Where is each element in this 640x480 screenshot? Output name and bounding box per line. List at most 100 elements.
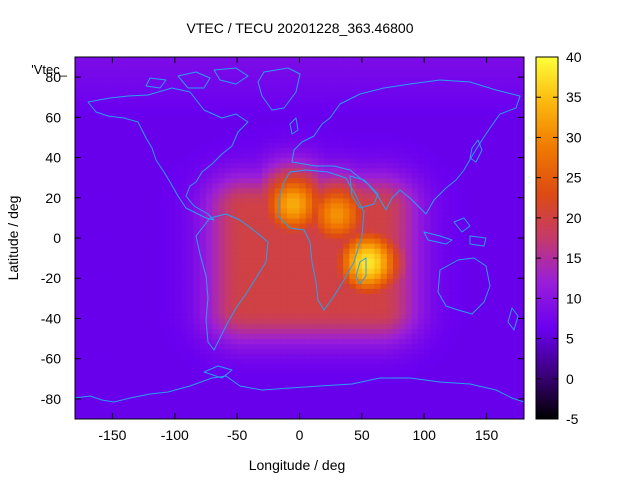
- heatmap-cell: [181, 92, 188, 98]
- heatmap-cell: [355, 268, 363, 274]
- heatmap-cell: [131, 373, 138, 380]
- heatmap-cell: [474, 212, 481, 219]
- heatmap-cell: [205, 393, 213, 400]
- heatmap-cell: [455, 293, 463, 299]
- heatmap-cell: [249, 217, 257, 224]
- heatmap-cell: [467, 308, 475, 315]
- heatmap-cell: [274, 217, 282, 224]
- heatmap-cell: [249, 147, 257, 154]
- heatmap-cell: [361, 363, 369, 370]
- heatmap-cell: [505, 338, 513, 345]
- heatmap-cell: [361, 62, 369, 68]
- heatmap-cell: [280, 92, 288, 98]
- heatmap-cell: [311, 343, 319, 350]
- heatmap-cell: [318, 187, 326, 194]
- heatmap-cell: [274, 248, 282, 254]
- heatmap-cell: [330, 57, 338, 63]
- heatmap-cell: [386, 72, 394, 78]
- heatmap-cell: [355, 77, 363, 83]
- heatmap-cell: [449, 333, 457, 340]
- heatmap-cell: [156, 157, 163, 164]
- heatmap-cell: [336, 398, 344, 405]
- heatmap-cell: [430, 243, 438, 249]
- heatmap-cell: [330, 243, 338, 249]
- heatmap-cell: [162, 162, 170, 169]
- heatmap-cell: [492, 378, 500, 385]
- heatmap-cell: [393, 137, 400, 144]
- heatmap-cell: [287, 132, 294, 139]
- heatmap-cell: [461, 207, 469, 214]
- heatmap-cell: [411, 308, 419, 315]
- heatmap-cell: [262, 288, 269, 294]
- heatmap-cell: [474, 152, 481, 159]
- heatmap-cell: [467, 238, 475, 244]
- heatmap-cell: [374, 328, 382, 335]
- heatmap-cell: [149, 238, 157, 244]
- heatmap-cell: [93, 137, 101, 144]
- heatmap-cell: [287, 92, 294, 98]
- heatmap-cell: [318, 82, 326, 88]
- heatmap-cell: [280, 368, 288, 375]
- heatmap-cell: [230, 192, 238, 199]
- heatmap-cell: [262, 212, 269, 219]
- heatmap-cell: [174, 363, 182, 370]
- heatmap-cell: [156, 333, 163, 340]
- heatmap-cell: [224, 328, 232, 335]
- heatmap-cell: [293, 147, 301, 154]
- heatmap-cell: [461, 383, 469, 390]
- heatmap-cell: [187, 162, 195, 169]
- heatmap-cell: [311, 107, 319, 113]
- heatmap-cell: [187, 398, 195, 405]
- heatmap-cell: [430, 388, 438, 395]
- heatmap-cell: [293, 268, 301, 274]
- heatmap-cell: [374, 102, 382, 108]
- heatmap-cell: [374, 152, 382, 159]
- heatmap-cell: [143, 97, 151, 103]
- heatmap-cell: [405, 278, 413, 284]
- heatmap-cell: [424, 227, 432, 234]
- heatmap-cell: [230, 333, 238, 340]
- heatmap-cell: [499, 273, 506, 279]
- heatmap-cell: [181, 408, 188, 415]
- heatmap-cell: [311, 298, 319, 304]
- heatmap-cell: [149, 258, 157, 264]
- heatmap-cell: [199, 253, 207, 259]
- heatmap-cell: [499, 283, 506, 289]
- heatmap-cell: [374, 92, 382, 98]
- heatmap-cell: [124, 378, 132, 385]
- heatmap-cell: [486, 263, 494, 269]
- heatmap-cell: [449, 318, 457, 325]
- heatmap-cell: [149, 187, 157, 194]
- heatmap-cell: [442, 373, 450, 380]
- heatmap-cell: [137, 328, 145, 335]
- heatmap-cell: [243, 328, 251, 335]
- heatmap-cell: [106, 318, 114, 325]
- heatmap-cell: [311, 202, 319, 209]
- heatmap-cell: [118, 348, 126, 355]
- heatmap-cell: [174, 408, 182, 415]
- heatmap-cell: [81, 323, 89, 330]
- heatmap-cell: [262, 263, 269, 269]
- heatmap-cell: [249, 77, 257, 83]
- heatmap-cell: [168, 217, 176, 224]
- heatmap-cell: [75, 323, 82, 330]
- heatmap-cell: [193, 152, 201, 159]
- heatmap-cell: [268, 238, 276, 244]
- heatmap-cell: [467, 157, 475, 164]
- heatmap-cell: [293, 127, 301, 134]
- heatmap-cell: [474, 127, 481, 134]
- heatmap-cell: [393, 97, 400, 103]
- heatmap-cell: [249, 268, 257, 274]
- heatmap-cell: [106, 92, 114, 98]
- heatmap-cell: [168, 408, 176, 415]
- heatmap-cell: [349, 102, 357, 108]
- heatmap-cell: [230, 212, 238, 219]
- heatmap-cell: [492, 373, 500, 380]
- heatmap-cell: [299, 127, 307, 134]
- heatmap-cell: [287, 217, 294, 224]
- heatmap-cell: [305, 152, 313, 159]
- heatmap-cell: [280, 67, 288, 73]
- heatmap-cell: [243, 268, 251, 274]
- heatmap-cell: [193, 67, 201, 73]
- heatmap-cell: [461, 403, 469, 410]
